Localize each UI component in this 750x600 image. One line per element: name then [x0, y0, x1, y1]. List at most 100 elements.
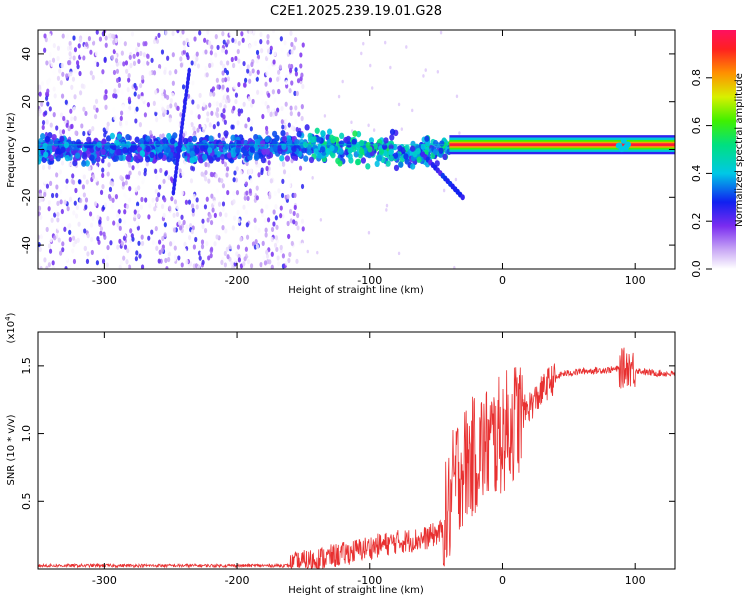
- noise-point: [213, 212, 217, 218]
- noise-point: [205, 72, 209, 78]
- noise-point: [400, 127, 404, 131]
- noise-point: [166, 247, 170, 254]
- noise-point: [43, 33, 47, 39]
- noise-point: [114, 45, 118, 51]
- signal-point: [133, 155, 139, 162]
- noise-point: [104, 35, 108, 41]
- noise-point: [226, 76, 231, 82]
- noise-point: [209, 50, 213, 56]
- snr-x-axis-title: Height of straight line (km): [288, 585, 424, 596]
- noise-point: [164, 47, 169, 53]
- signal-point: [122, 146, 128, 154]
- noise-point: [73, 68, 77, 74]
- noise-point: [191, 99, 195, 105]
- colorbar-label: Normalized spectral amplitude: [734, 73, 745, 227]
- noise-point: [98, 36, 103, 42]
- noise-point: [79, 52, 84, 58]
- noise-point: [163, 93, 167, 99]
- noise-point: [137, 58, 141, 65]
- noise-point: [39, 214, 43, 220]
- noise-point: [221, 206, 225, 212]
- noise-point: [99, 189, 104, 195]
- signal-point: [392, 152, 399, 159]
- signal-point: [242, 149, 249, 157]
- noise-point: [156, 201, 160, 208]
- noise-point: [133, 91, 137, 97]
- spectrogram-y-tick-label: 0: [20, 146, 33, 153]
- noise-point: [118, 60, 122, 66]
- noise-point: [55, 184, 59, 190]
- noise-point: [212, 200, 216, 206]
- noise-point: [60, 93, 65, 99]
- noise-point: [60, 41, 64, 47]
- noise-point: [260, 90, 264, 96]
- noise-point: [232, 215, 237, 221]
- noise-point: [236, 209, 240, 216]
- noise-point: [160, 247, 164, 253]
- noise-point: [45, 60, 49, 66]
- noise-point: [278, 162, 283, 168]
- snr-x-tick-label: 100: [625, 574, 646, 587]
- noise-point: [311, 176, 314, 180]
- noise-point: [45, 265, 49, 269]
- noise-point: [57, 237, 61, 243]
- noise-point: [362, 41, 365, 46]
- noise-point: [290, 49, 294, 55]
- noise-point: [225, 246, 229, 252]
- signal-point: [218, 142, 224, 149]
- noise-point: [138, 122, 142, 128]
- snr-background: [38, 332, 675, 569]
- noise-point: [199, 99, 203, 105]
- noise-point: [294, 67, 298, 73]
- noise-point: [223, 262, 227, 268]
- noise-point: [55, 192, 59, 198]
- noise-point: [220, 178, 224, 184]
- noise-point: [41, 164, 46, 171]
- noise-point: [222, 114, 226, 120]
- noise-point: [264, 125, 269, 131]
- noise-point: [283, 40, 287, 46]
- spectrogram-y-tick-label: 40: [20, 47, 33, 61]
- noise-point: [245, 234, 250, 240]
- noise-point: [181, 30, 185, 35]
- noise-point: [50, 61, 54, 67]
- noise-point: [367, 123, 370, 128]
- signal-point: [51, 133, 57, 141]
- noise-point: [223, 234, 227, 240]
- noise-point: [259, 200, 263, 206]
- noise-point: [56, 211, 60, 217]
- noise-point: [186, 54, 190, 61]
- noise-point: [198, 30, 202, 36]
- noise-point: [96, 236, 100, 242]
- noise-point: [277, 69, 281, 75]
- noise-point: [101, 69, 105, 75]
- noise-point: [87, 35, 92, 42]
- noise-point: [150, 57, 154, 63]
- noise-point: [136, 174, 140, 180]
- signal-point: [397, 145, 403, 152]
- noise-point: [257, 172, 261, 178]
- signal-point: [86, 136, 92, 144]
- noise-point: [213, 241, 217, 247]
- noise-point: [244, 123, 248, 129]
- noise-point: [182, 219, 186, 225]
- noise-point: [94, 177, 98, 183]
- noise-point: [141, 74, 145, 81]
- noise-point: [175, 203, 179, 209]
- noise-point: [270, 226, 275, 233]
- noise-point: [134, 85, 138, 91]
- colorbar-tick-label: 0.8: [690, 69, 703, 87]
- noise-point: [85, 179, 89, 185]
- noise-point: [411, 108, 414, 113]
- noise-point: [232, 190, 236, 197]
- noise-point: [287, 182, 291, 189]
- noise-point: [255, 76, 259, 82]
- noise-point: [296, 212, 300, 219]
- noise-point: [295, 126, 299, 133]
- noise-point: [296, 225, 300, 231]
- noise-point: [114, 194, 119, 200]
- signal-point: [104, 142, 110, 150]
- noise-point: [183, 248, 187, 254]
- carrier-band-layer: [449, 143, 675, 147]
- noise-point: [126, 87, 130, 93]
